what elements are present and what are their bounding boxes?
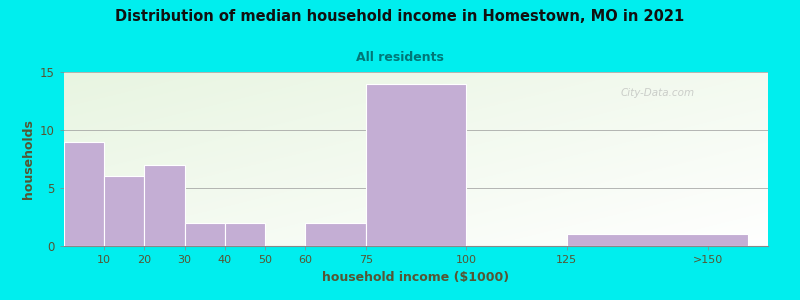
Bar (306, 223, 366, 246)
X-axis label: household income ($1000): household income ($1000) (322, 271, 510, 284)
Y-axis label: households: households (22, 119, 34, 199)
Bar (64, 142, 104, 246)
Bar (185, 223, 225, 246)
Bar (366, 84, 466, 246)
Text: City-Data.com: City-Data.com (620, 88, 694, 98)
Text: Distribution of median household income in Homestown, MO in 2021: Distribution of median household income … (115, 9, 685, 24)
Bar (104, 176, 145, 246)
Bar (225, 223, 265, 246)
Text: All residents: All residents (356, 51, 444, 64)
Bar (567, 234, 748, 246)
Bar (145, 165, 185, 246)
